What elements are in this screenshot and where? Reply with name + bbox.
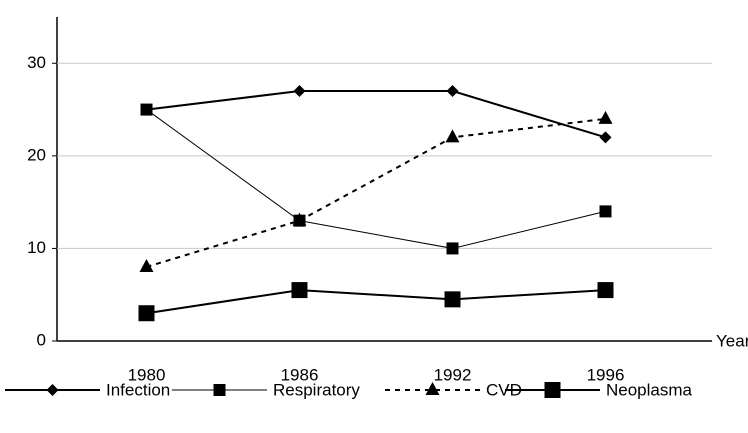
marker xyxy=(599,205,612,218)
marker xyxy=(598,110,613,124)
marker xyxy=(599,131,612,144)
marker xyxy=(446,85,459,98)
legend-item: Infection xyxy=(5,380,170,399)
marker xyxy=(213,384,226,396)
marker xyxy=(293,85,306,98)
x-axis-label: Year xyxy=(716,331,748,350)
marker xyxy=(446,242,459,255)
legend-label: Infection xyxy=(106,380,170,399)
marker xyxy=(597,282,614,299)
marker xyxy=(138,305,155,322)
x-tick-label: 1986 xyxy=(281,365,319,384)
y-tick-label: 0 xyxy=(37,330,46,349)
marker xyxy=(46,384,59,396)
series-line xyxy=(146,90,606,139)
y-tick-label: 10 xyxy=(27,238,46,257)
marker xyxy=(544,382,561,398)
x-tick-label: 1980 xyxy=(128,365,166,384)
legend-label: Respiratory xyxy=(273,380,360,399)
series-line xyxy=(146,109,606,249)
y-tick-label: 20 xyxy=(27,145,46,164)
y-tick-label: 30 xyxy=(27,53,46,72)
marker xyxy=(292,212,307,226)
legend-label: CVD xyxy=(486,380,522,399)
legend-item: CVD xyxy=(385,380,522,399)
marker xyxy=(425,382,440,395)
marker xyxy=(445,129,460,143)
x-tick-label: 1996 xyxy=(587,365,625,384)
x-tick-label: 1992 xyxy=(434,365,472,384)
marker xyxy=(444,291,461,308)
legend-item: Neoplasma xyxy=(505,380,693,399)
marker xyxy=(139,258,154,272)
legend-item: Respiratory xyxy=(172,380,360,399)
marker xyxy=(140,103,153,116)
series-line xyxy=(146,117,606,268)
legend-label: Neoplasma xyxy=(606,380,693,399)
series-line xyxy=(146,289,606,315)
marker xyxy=(291,282,308,299)
